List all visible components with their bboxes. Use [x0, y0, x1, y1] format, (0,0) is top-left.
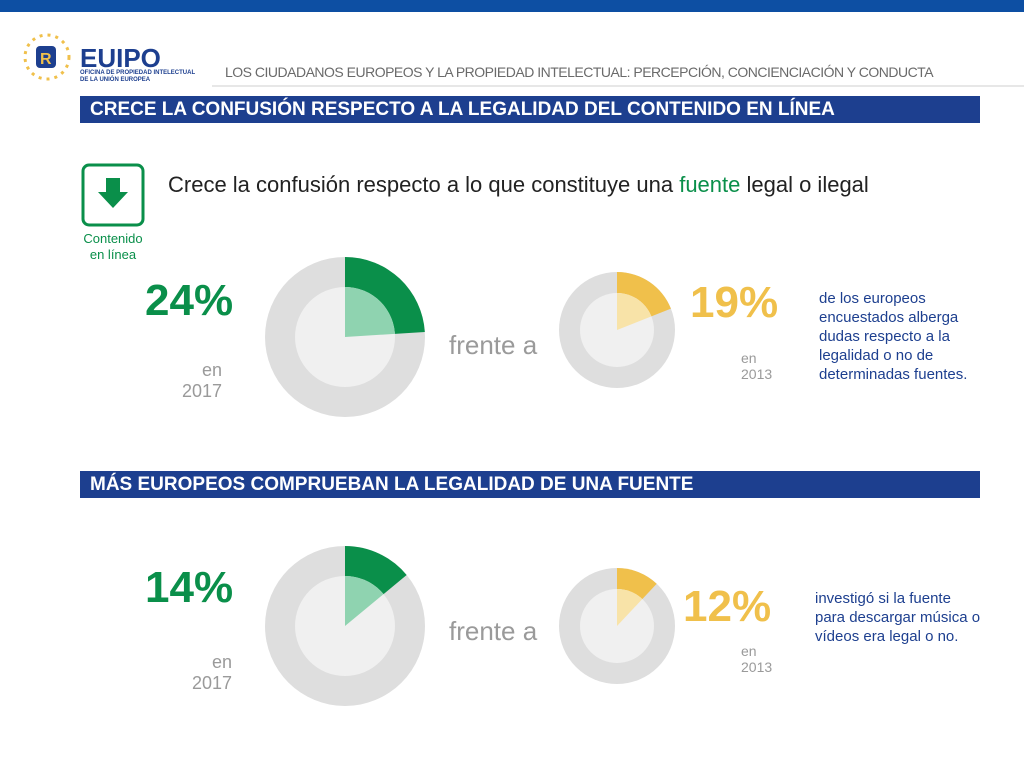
current-year: en 2017: [150, 360, 222, 402]
year-line: 2013: [741, 366, 773, 382]
year-line: 2017: [181, 381, 222, 401]
headline-text: Crece la confusión respecto a lo que con…: [168, 172, 680, 197]
current-value: 14%: [145, 563, 234, 612]
connector: frente a: [449, 330, 538, 360]
section-heading: CRECE LA CONFUSIÓN RESPECTO A LA LEGALID…: [80, 96, 980, 123]
year-line: en: [741, 350, 757, 366]
logo-subtitle: DE LA UNIÓN EUROPEA: [80, 75, 151, 83]
headline-text: legal o ilegal: [740, 172, 869, 197]
description: de los europeos encuestados alberga duda…: [819, 290, 968, 383]
year-line: en: [211, 652, 232, 672]
connector: frente a: [449, 616, 538, 646]
previous-year: en 2013: [741, 643, 772, 675]
description: investigó si la fuente para descargar mú…: [815, 590, 981, 645]
current-value: 24%: [145, 276, 234, 325]
donut-inner-segment: [345, 287, 395, 337]
previous-value: 12%: [683, 582, 772, 631]
top-bar: [0, 0, 1024, 12]
donut-inner-segment: [617, 589, 643, 626]
previous-value: 19%: [690, 278, 779, 327]
donut-inner-segment: [617, 293, 652, 330]
headline-highlight: fuente: [679, 172, 741, 197]
report-title: LOS CIUDADANOS EUROPEOS Y LA PROPIEDAD I…: [225, 64, 934, 80]
year-line: en: [741, 643, 757, 659]
headline: Crece la confusión respecto a lo que con…: [168, 172, 869, 198]
logo-subtitle: OFICINA DE PROPIEDAD INTELECTUAL: [80, 70, 195, 76]
logo-icon: R: [23, 33, 71, 81]
icon: [81, 163, 145, 227]
current-year: en 2017: [160, 652, 232, 694]
donut-inner-segment: [345, 576, 384, 626]
year-line: 2013: [741, 659, 773, 675]
section-heading: MÁS EUROPEOS COMPRUEBAN LA LEGALIDAD DE …: [80, 471, 980, 498]
svg-text:R: R: [40, 51, 52, 68]
previous-year: en 2013: [741, 350, 772, 382]
year-line: en: [201, 360, 222, 380]
logo-text: EUIPO: [80, 43, 161, 73]
icon-caption: Contenido en línea: [83, 231, 143, 262]
year-line: 2017: [191, 673, 232, 693]
